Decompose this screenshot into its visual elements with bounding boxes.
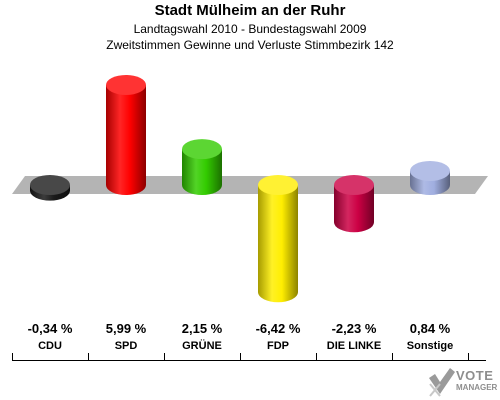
value-label: 5,99 % — [105, 321, 147, 336]
category-label: GRÜNE — [182, 340, 222, 352]
logo-vote-text: VOTE — [456, 368, 494, 383]
bar-cap — [30, 175, 70, 195]
axis-tick — [392, 353, 393, 360]
bar-cap — [410, 160, 450, 181]
category-axis — [12, 353, 486, 368]
bar-die-linke — [334, 175, 374, 233]
vote-manager-logo: VOTE MANAGER — [426, 366, 498, 398]
bar-cap — [258, 175, 298, 195]
bar-cap — [334, 175, 374, 195]
axis-line — [12, 360, 486, 361]
axis-tick — [88, 353, 89, 360]
bar-body — [258, 185, 298, 303]
bar-spd — [106, 74, 146, 195]
value-label: -6,42 % — [255, 321, 301, 336]
bar-body — [334, 185, 374, 233]
chart-subtitle-2: Zweitstimmen Gewinne und Verluste Stimmb… — [106, 38, 394, 52]
category-label: SPD — [114, 340, 138, 352]
value-label: 2,15 % — [181, 321, 223, 336]
bar-cdu — [30, 175, 70, 201]
axis-tick — [468, 353, 469, 360]
axis-tick — [316, 353, 317, 360]
category-label: CDU — [38, 340, 62, 352]
checkmark-icon — [429, 368, 455, 397]
axis-tick — [240, 353, 241, 360]
axis-tick — [12, 353, 13, 360]
bar-body — [106, 84, 146, 195]
bar-body — [182, 149, 222, 195]
chart-subtitle-1: Landtagswahl 2010 - Bundestagswahl 2009 — [133, 22, 367, 36]
bar-cap — [182, 139, 222, 160]
bar-cap — [106, 74, 146, 95]
axis-tick — [164, 353, 165, 360]
logo-manager-text: MANAGER — [456, 383, 498, 392]
bar-sonstige — [410, 160, 450, 195]
category-label: Sonstige — [406, 340, 454, 352]
bar-grüne — [182, 139, 222, 195]
value-label: 0,84 % — [409, 321, 451, 336]
bar-fdp — [258, 175, 298, 303]
category-label: FDP — [267, 340, 289, 352]
chart-title: Stadt Mülheim an der Ruhr — [154, 2, 346, 19]
category-label: DIE LINKE — [326, 340, 382, 352]
value-label: -0,34 % — [27, 321, 73, 336]
value-label: -2,23 % — [331, 321, 377, 336]
